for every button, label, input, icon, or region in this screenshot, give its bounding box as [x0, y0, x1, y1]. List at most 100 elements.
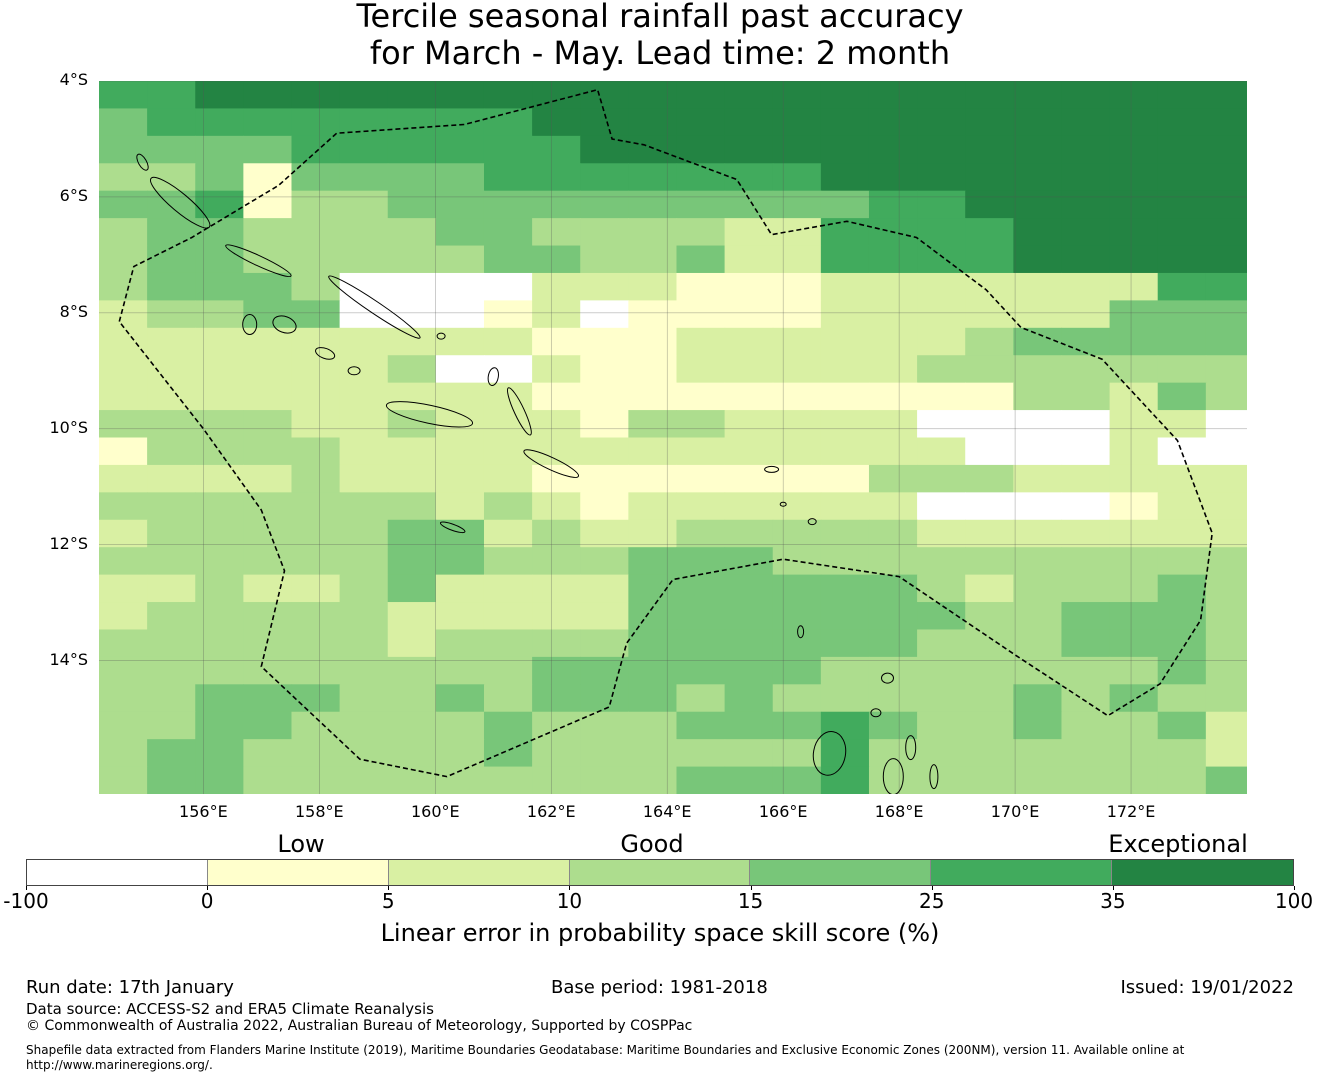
- grid-cell: [195, 739, 244, 768]
- grid-cell: [580, 711, 629, 740]
- grid-cell: [965, 602, 1014, 631]
- grid-cell: [628, 382, 678, 411]
- grid-cell: [580, 300, 629, 329]
- grid-cell: [772, 684, 822, 713]
- grid-cell: [339, 437, 389, 466]
- grid-cell: [724, 739, 774, 768]
- grid-cell: [387, 382, 437, 411]
- grid-cell: [820, 574, 870, 603]
- grid-cell: [1157, 190, 1207, 219]
- grid-cell: [1061, 574, 1111, 603]
- grid-cell: [387, 272, 437, 301]
- grid-cell: [147, 739, 196, 768]
- grid-cell: [1061, 437, 1111, 466]
- grid-cell: [1157, 355, 1207, 384]
- grid-cell: [628, 739, 678, 768]
- grid-cell: [1013, 766, 1063, 794]
- grid-cell: [820, 382, 870, 411]
- grid-cell: [917, 327, 966, 356]
- grid-cell: [965, 464, 1014, 493]
- grid-cell: [195, 355, 244, 384]
- grid-cell: [868, 382, 918, 411]
- grid-cell: [965, 739, 1014, 768]
- grid-cell: [1205, 245, 1247, 274]
- grid-cell: [243, 355, 293, 384]
- grid-cell: [580, 355, 629, 384]
- grid-cell: [243, 519, 293, 548]
- grid-cell: [965, 245, 1014, 274]
- colorbar-tick-label: 0: [200, 889, 214, 913]
- grid-cell: [1157, 300, 1207, 329]
- grid-cell: [868, 656, 918, 685]
- island-outline: [328, 275, 421, 339]
- grid-cell: [1157, 492, 1207, 521]
- grid-cell: [772, 218, 822, 247]
- grid-cell: [1157, 245, 1207, 274]
- grid-cell: [868, 684, 918, 713]
- grid-cell: [99, 135, 148, 164]
- latitude-label: 14°S: [49, 649, 88, 669]
- island-outline: [929, 764, 939, 790]
- grid-cell: [483, 437, 533, 466]
- grid-cell: [580, 81, 629, 110]
- grid-cell: [532, 492, 581, 521]
- grid-cell: [1061, 163, 1111, 192]
- grid-cell: [772, 81, 822, 110]
- grid-cell: [147, 218, 196, 247]
- grid-cell: [483, 218, 533, 247]
- grid-cell: [820, 190, 870, 219]
- grid-cell: [1205, 656, 1247, 685]
- grid-cell: [965, 81, 1014, 110]
- island-outline: [487, 367, 499, 387]
- grid-cell: [676, 766, 726, 794]
- grid-cell: [1109, 464, 1159, 493]
- grid-cell: [291, 81, 341, 110]
- grid-cell: [917, 135, 966, 164]
- grid-cell: [628, 766, 678, 794]
- grid-cell: [1013, 519, 1063, 548]
- grid-cell: [1254, 520, 1303, 548]
- grid-cell: [291, 272, 341, 301]
- grid-cell: [1061, 218, 1111, 247]
- grid-cell: [1157, 163, 1207, 192]
- grid-cell: [820, 410, 870, 439]
- grid-cell: [1061, 135, 1111, 164]
- grid-cell: [1013, 245, 1063, 274]
- longitude-label: 162°E: [526, 802, 576, 821]
- grid-cell: [772, 272, 822, 301]
- grid-cell: [483, 410, 533, 439]
- grid-cell: [628, 711, 678, 740]
- colorbar-segment: [569, 860, 751, 885]
- grid-cell: [532, 437, 581, 466]
- grid-cell: [1109, 218, 1159, 247]
- grid-cell: [1061, 81, 1111, 110]
- grid-cell: [965, 492, 1014, 521]
- grid-cell: [1061, 327, 1111, 356]
- grid-cell: [724, 218, 774, 247]
- grid-cell: [339, 602, 389, 631]
- grid-cell: [291, 656, 341, 685]
- grid-cell: [1205, 300, 1247, 329]
- grid-cell: [243, 190, 293, 219]
- grid-cell: [1254, 657, 1303, 685]
- colorbar-tick-mark: [388, 886, 390, 890]
- island-outline: [150, 176, 211, 229]
- grid-cell: [1205, 602, 1247, 631]
- grid-cell: [339, 410, 389, 439]
- grid-cell: [387, 574, 437, 603]
- grid-cell: [243, 711, 293, 740]
- grid-cell: [435, 684, 485, 713]
- grid-cell: [868, 437, 918, 466]
- colorbar-tick-label: 35: [1100, 889, 1126, 913]
- grid-cell: [917, 300, 966, 329]
- grid-cell: [195, 684, 244, 713]
- grid-cell: [580, 602, 629, 631]
- colorbar-tick-label: 100: [1274, 889, 1314, 913]
- grid-cell: [147, 519, 196, 548]
- grid-cell: [291, 684, 341, 713]
- grid-cell: [435, 656, 485, 685]
- grid-cell: [580, 272, 629, 301]
- grid-cell: [676, 547, 726, 576]
- data-source: Data source: ACCESS-S2 and ERA5 Climate …: [26, 1000, 434, 1018]
- grid-cell: [1254, 136, 1303, 164]
